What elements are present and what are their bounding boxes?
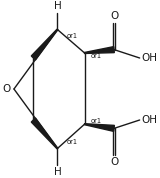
Text: O: O [110, 11, 118, 21]
Text: H: H [54, 1, 61, 11]
Text: O: O [110, 157, 118, 167]
Text: or1: or1 [67, 33, 78, 39]
Text: or1: or1 [91, 118, 102, 124]
Text: or1: or1 [91, 53, 102, 59]
Text: O: O [3, 84, 11, 94]
Text: or1: or1 [67, 139, 78, 145]
Polygon shape [31, 29, 58, 60]
Polygon shape [84, 124, 114, 131]
Text: H: H [54, 167, 61, 177]
Text: OH: OH [141, 53, 157, 63]
Polygon shape [31, 118, 58, 149]
Polygon shape [84, 47, 114, 53]
Text: OH: OH [141, 115, 157, 125]
